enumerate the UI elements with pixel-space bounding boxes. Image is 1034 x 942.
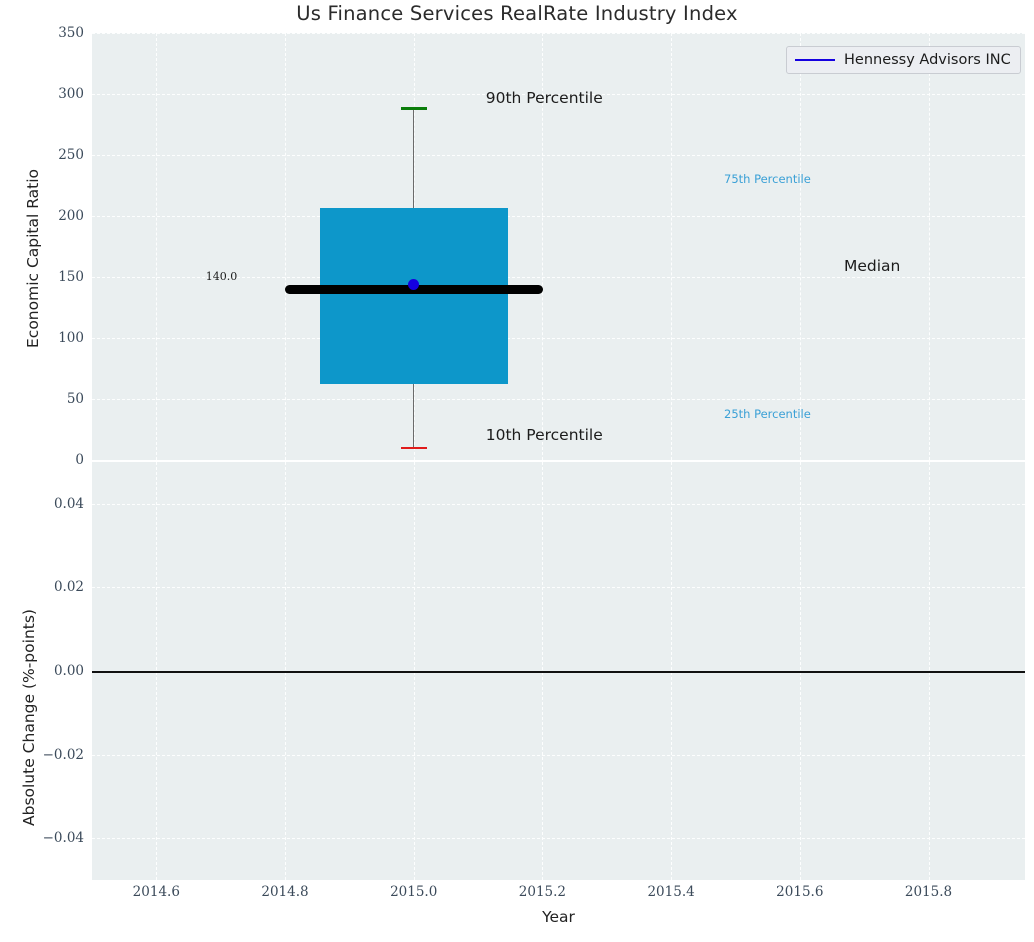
y-tick-label: 0.00 [53, 663, 84, 679]
y-tick-label: 200 [58, 208, 84, 224]
company-value-marker [408, 278, 420, 290]
y-tick-label: −0.04 [42, 830, 84, 847]
y-tick-label: 300 [58, 86, 84, 102]
y-tick-label: 350 [58, 25, 84, 41]
gridline-horizontal [92, 94, 1025, 95]
annotation-25th-percentile: 25th Percentile [724, 407, 811, 422]
x-axis-ticks: 2014.6 2014.8 2015.0 2015.2 2015.4 2015.6 2015… [92, 884, 1025, 908]
y-axis-title-top: Economic Capital Ratio [24, 168, 42, 348]
y-tick-label: 0.02 [53, 579, 84, 596]
y-tick-label: 0 [75, 452, 84, 468]
gridline-horizontal [92, 460, 1025, 461]
y-axis-ticks-bottom: −0.04 −0.02 0.00 0.02 0.04 [0, 462, 84, 880]
x-tick-label: 2015.0 [390, 884, 438, 900]
gridline-horizontal [92, 277, 1025, 278]
plot-area-absolute-change [92, 462, 1025, 880]
y-tick-label: 250 [58, 147, 84, 163]
y-tick-label: −0.02 [42, 746, 84, 763]
gridline-vertical [542, 33, 544, 460]
x-tick-label: 2015.8 [904, 884, 953, 900]
legend[interactable]: Hennessy Advisors INC [786, 46, 1021, 74]
x-tick-label: 2014.6 [132, 884, 180, 900]
gridline-horizontal [92, 754, 1025, 756]
y-axis-ticks-top: 0 50 100 150 200 250 300 350 [0, 25, 84, 468]
median-value-label: 140.0 [205, 270, 238, 284]
p10-cap-marker [400, 446, 427, 450]
annotation-90th-percentile: 90th Percentile [485, 88, 603, 107]
gridline-horizontal [92, 216, 1025, 217]
y-tick-label: 150 [58, 269, 84, 285]
gridline-horizontal [92, 503, 1025, 505]
gridline-horizontal [92, 838, 1025, 840]
gridline-vertical [156, 33, 158, 460]
y-tick-label: 100 [58, 330, 84, 346]
legend-item-label: Hennessy Advisors INC [844, 52, 1011, 68]
y-tick-label: 50 [66, 391, 84, 407]
x-tick-label: 2014.8 [261, 884, 309, 900]
y-tick-label: 0.04 [53, 495, 84, 512]
gridline-vertical [799, 33, 801, 460]
legend-line-icon [795, 59, 835, 61]
p90-cap-marker [400, 107, 427, 110]
annotation-10th-percentile: 10th Percentile [485, 425, 603, 444]
gridline-horizontal [92, 338, 1025, 339]
zero-reference-line [92, 671, 1025, 673]
annotation-75th-percentile: 75th Percentile [724, 172, 811, 187]
gridline-horizontal [92, 33, 1025, 34]
interquartile-box [319, 207, 508, 385]
gridline-vertical [285, 33, 286, 460]
y-axis-title-bottom: Absolute Change (%-points) [20, 609, 38, 826]
gridline-horizontal [92, 155, 1025, 156]
gridline-horizontal [92, 399, 1025, 400]
annotation-median: Median [844, 257, 901, 276]
page-title: Us Finance Services RealRate Industry In… [296, 2, 738, 25]
x-tick-label: 2015.4 [647, 884, 695, 900]
x-axis-title: Year [542, 908, 575, 926]
x-tick-label: 2015.2 [518, 884, 567, 900]
gridline-vertical [671, 33, 673, 460]
gridline-vertical [928, 33, 930, 460]
x-tick-label: 2015.6 [776, 884, 824, 900]
gridline-horizontal [92, 587, 1025, 589]
plot-area-economic-capital-ratio: 90th Percentile 10th Percentile Median 7… [92, 33, 1025, 461]
